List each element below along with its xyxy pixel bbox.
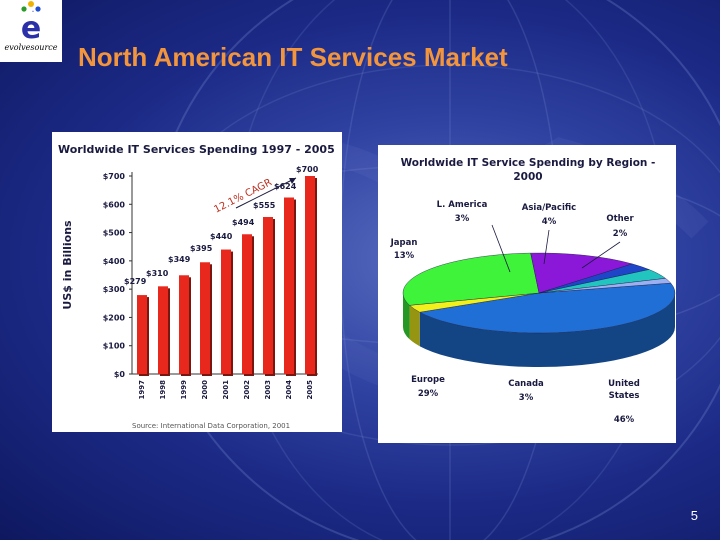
pie-label: L. America [437,200,488,210]
x-tick-label: 1998 [159,380,167,400]
pie-value-label: 4% [542,217,557,227]
y-tick-label: $100 [103,342,126,351]
pie-value-label: 2% [613,229,628,239]
bar-chart-title: Worldwide IT Services Spending 1997 - 20… [58,143,335,156]
pie-label: Japan [390,238,418,248]
bar-value-label: $310 [146,269,169,278]
pie-chart-title-line2: 2000 [513,171,542,183]
bar-value-label: $555 [253,201,276,210]
bar-value-label: $349 [168,255,191,264]
pie-slice [538,278,672,294]
bar-value-label: $395 [190,244,213,253]
pie-chart-title: Worldwide IT Service Spending by Region … [401,157,656,169]
x-tick-label: 2003 [264,380,272,400]
x-tick-label: 2005 [306,380,314,400]
pie-slice-side [409,305,420,347]
logo: e ˇ evolvesource [0,0,62,62]
pie-slice [402,252,540,306]
y-tick-label: $300 [103,285,126,294]
x-tick-label: 2000 [201,380,209,400]
x-tick-label: 1999 [180,380,188,400]
bar [200,262,210,374]
pie-label: Canada [508,379,544,389]
y-tick-label: $700 [103,172,126,181]
pie-slice [530,252,633,294]
pie-slice [419,282,676,334]
svg-text:e: e [21,11,41,44]
bar [158,286,168,374]
bar [305,176,315,374]
source-note: Source: International Data Corporation, … [132,422,290,430]
x-tick-label: 2004 [285,380,293,400]
pie-value-label: 3% [455,214,470,224]
pie-value-label: 46% [614,415,635,425]
y-tick-label: $500 [103,229,126,238]
x-tick-label: 2002 [243,380,251,400]
y-tick-label: $200 [103,313,126,322]
pie-value-label: 13% [394,251,415,261]
y-tick-label: $0 [114,370,126,379]
pie-leader-line [543,229,550,265]
pie-label: Other [606,214,634,224]
bar [221,249,231,374]
bar-value-label: $440 [210,232,233,241]
bar-value-label: $624 [274,182,297,191]
pie-label: United [608,379,640,389]
x-tick-label: 1997 [138,380,146,400]
pie-slice-side [419,293,675,367]
page-number: 5 [690,508,698,523]
logo-text: evolvesource [4,43,58,52]
svg-text:ˇ: ˇ [32,11,35,18]
cagr-arrow-line [235,177,297,209]
bar [179,275,189,374]
pie-slice-side [403,293,410,340]
cagr-arrow-head-icon [289,178,296,184]
bar [284,197,294,374]
y-axis-label: US$ in Billions [61,220,74,310]
bar [242,234,252,374]
bar-value-label: $494 [232,218,255,227]
logo-mark-icon: e ˇ [21,1,41,44]
pie-leader-line [491,224,511,273]
pie-label: Asia/Pacific [522,203,576,213]
bar [137,295,147,374]
x-tick-label: 2001 [222,380,230,400]
pie-value-label: 3% [519,393,534,403]
y-tick-label: $400 [103,257,126,266]
slide-title: North American IT Services Market [78,42,508,72]
pie-value-label: 29% [418,389,439,399]
pie-label: Europe [411,375,445,385]
y-tick-label: $600 [103,200,126,209]
bar-value-label: $700 [296,165,319,174]
bar [263,217,273,374]
pie-leader-line [581,241,621,269]
bar-value-label: $279 [124,277,147,286]
pie-label: States [609,391,640,401]
